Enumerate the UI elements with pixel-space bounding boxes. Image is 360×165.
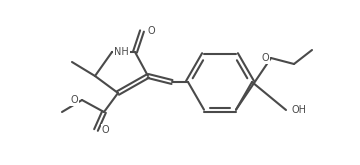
Text: OH: OH (291, 105, 306, 115)
Text: O: O (261, 53, 269, 63)
Text: O: O (70, 95, 78, 105)
Text: O: O (148, 26, 156, 36)
Text: NH: NH (114, 47, 129, 57)
Text: O: O (102, 125, 110, 135)
